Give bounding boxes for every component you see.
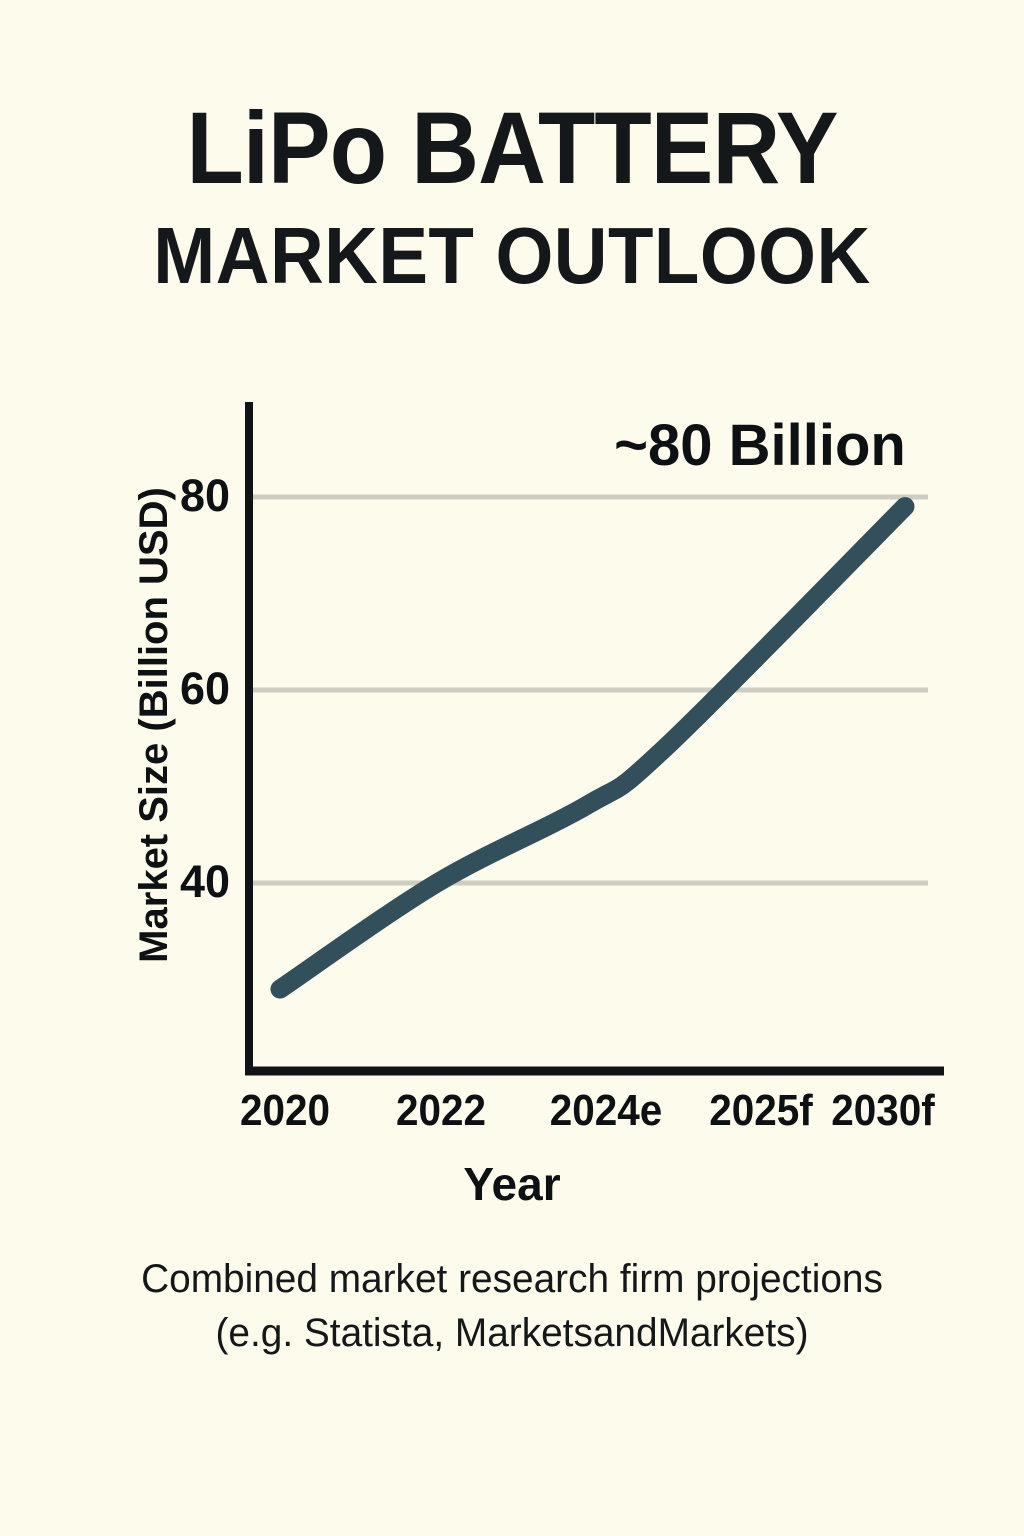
x-axis-label: Year bbox=[463, 1158, 561, 1210]
source-caption: Combined market research firm projection… bbox=[0, 1252, 1024, 1360]
axis-spines bbox=[245, 402, 944, 1076]
data-series-line bbox=[270, 497, 915, 999]
y-axis-label: Market Size (Billion USD) bbox=[132, 487, 176, 963]
x-tick-label-2025f: 2025f bbox=[709, 1086, 813, 1135]
y-tick-label-80: 80 bbox=[179, 470, 230, 521]
title-block: LiPo BATTERY MARKET OUTLOOK bbox=[0, 96, 1024, 296]
peak-value-annotation: ~80 Billion bbox=[614, 413, 906, 478]
y-tick-label-40: 40 bbox=[179, 856, 230, 907]
page-subtitle: MARKET OUTLOOK bbox=[153, 211, 871, 301]
gridlines bbox=[252, 494, 928, 886]
x-tick-label-2024e: 2024e bbox=[549, 1086, 663, 1135]
x-tick-label-2030f: 2030f bbox=[831, 1086, 935, 1135]
x-tick-label-2020: 2020 bbox=[239, 1086, 331, 1135]
page-title: LiPo BATTERY bbox=[186, 91, 838, 205]
caption-line-1: Combined market research firm projection… bbox=[141, 1257, 883, 1301]
x-tick-label-2022: 2022 bbox=[395, 1086, 487, 1135]
caption-line-2: (e.g. Statista, MarketsandMarkets) bbox=[215, 1311, 809, 1355]
y-tick-label-60: 60 bbox=[179, 663, 230, 714]
